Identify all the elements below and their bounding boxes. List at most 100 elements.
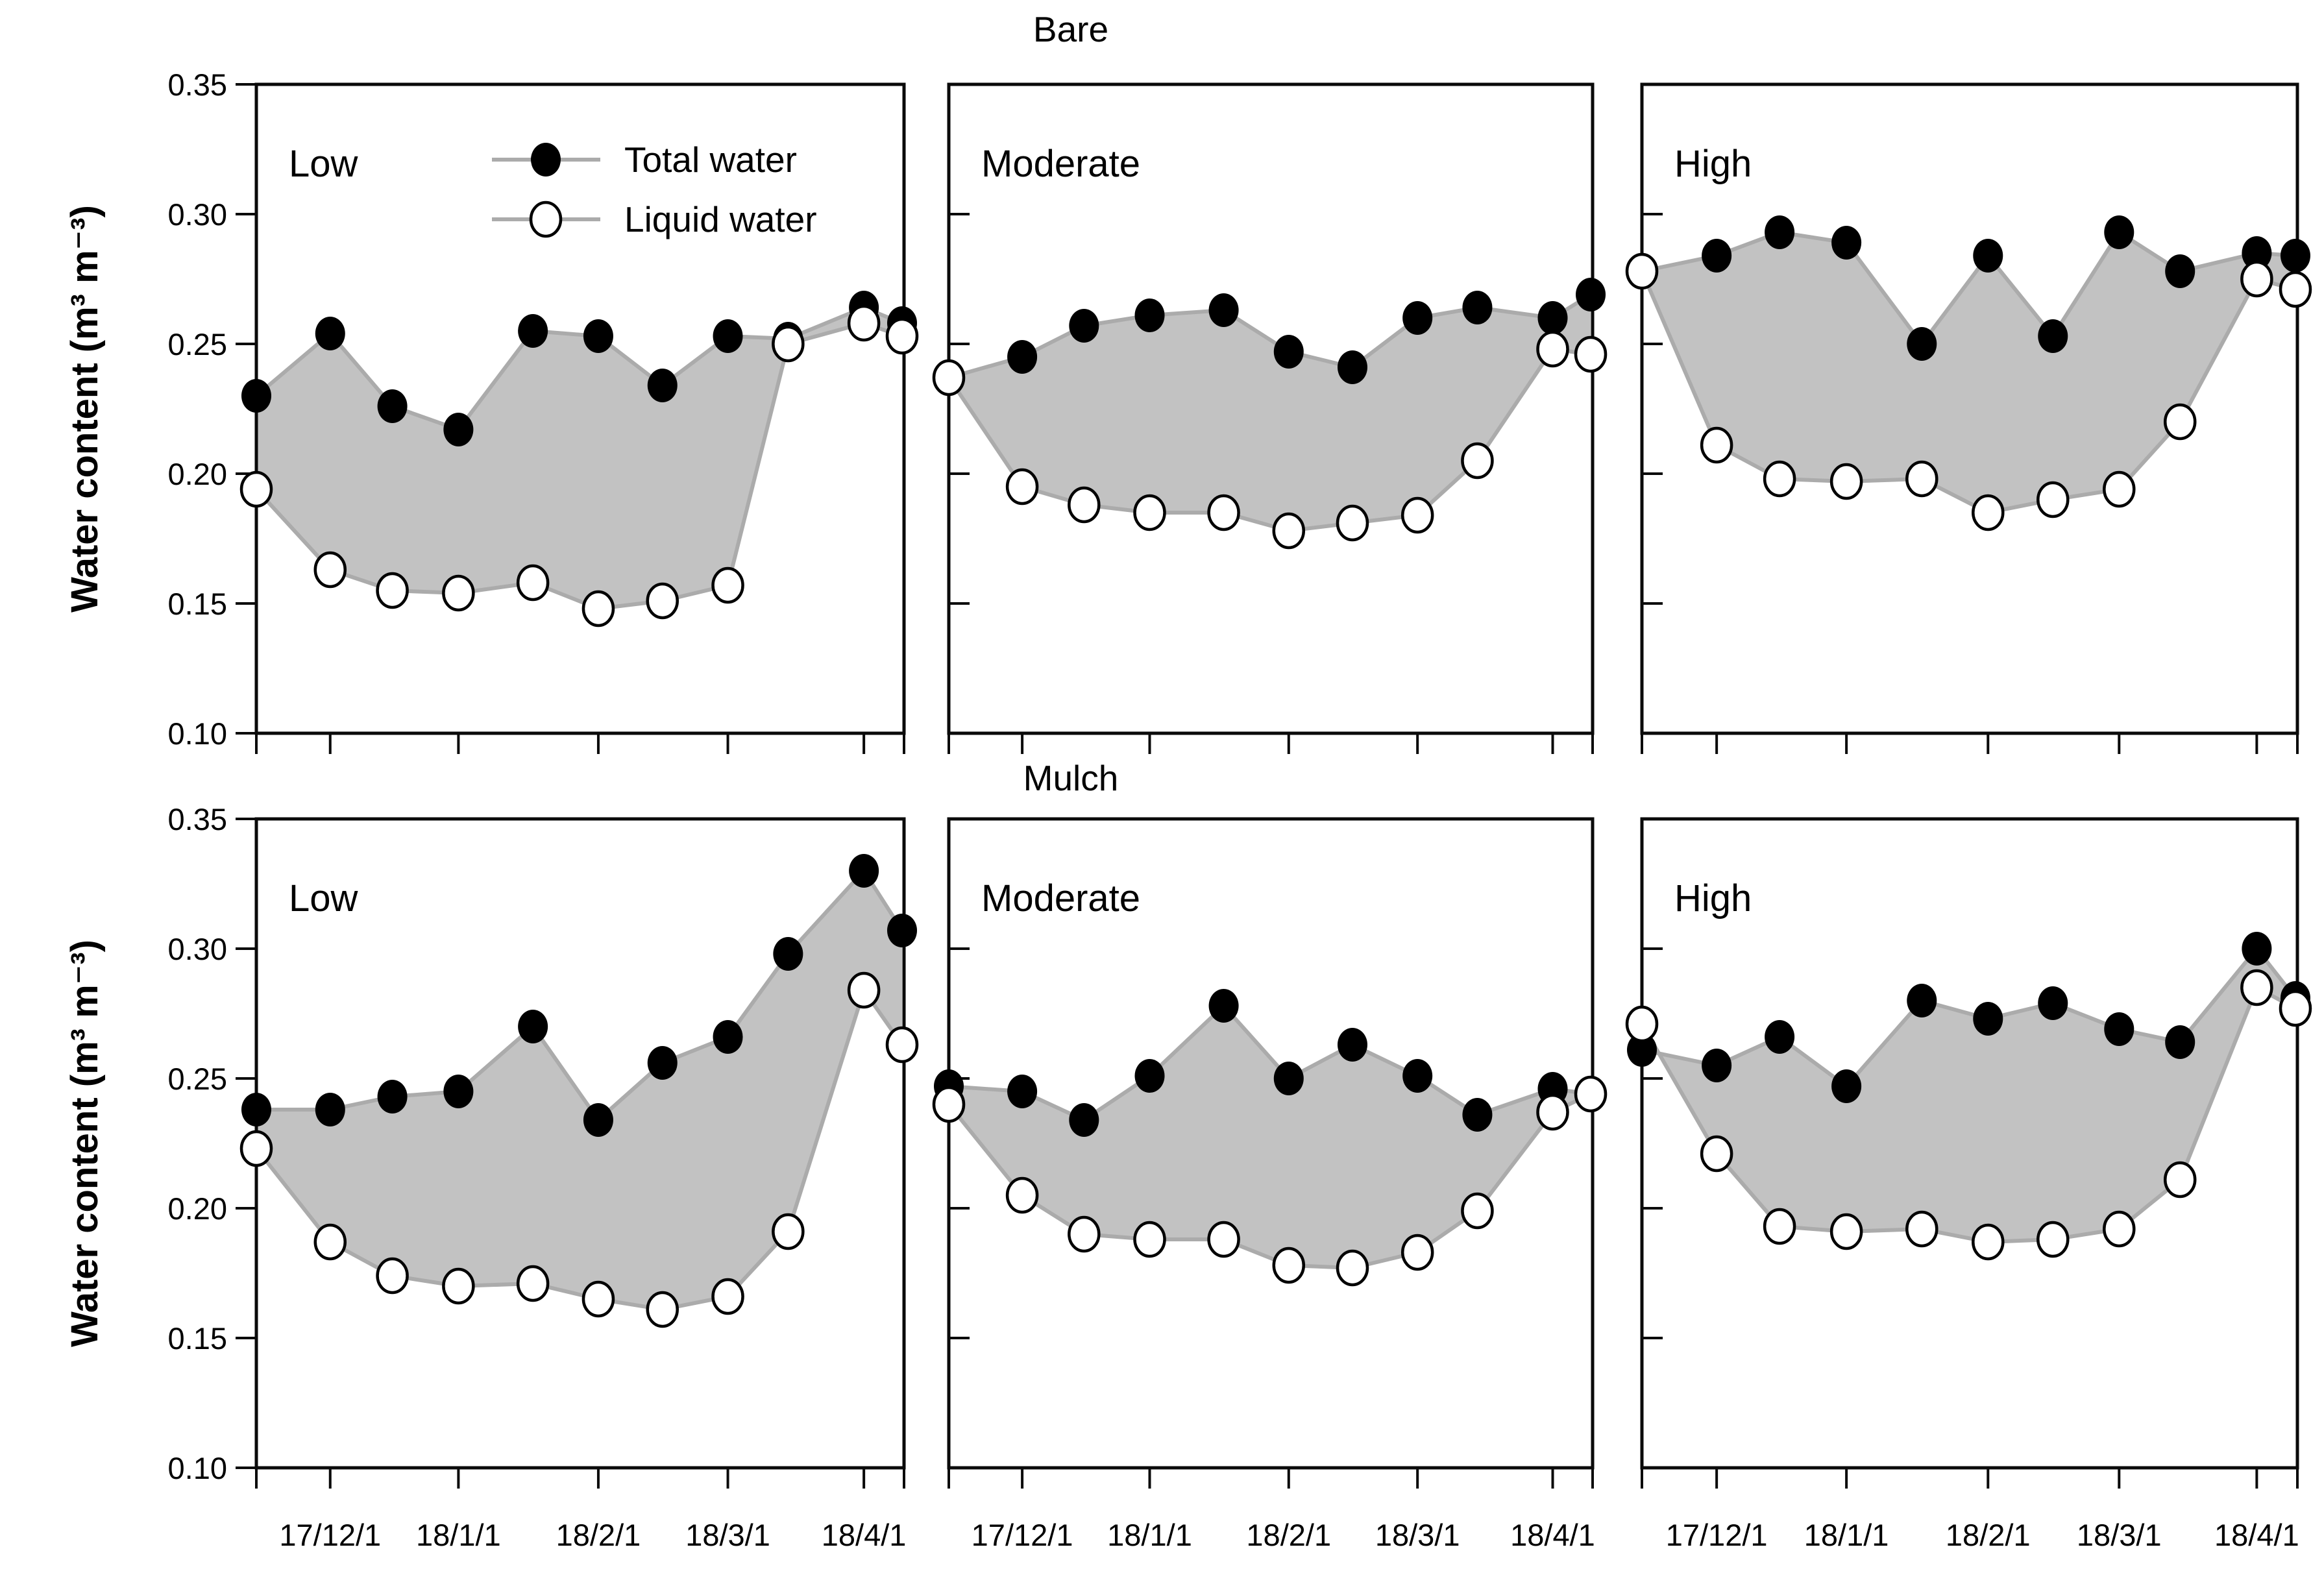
legend-label: Total water: [624, 140, 797, 180]
liquid-water-marker: [1207, 1221, 1240, 1258]
liquid-water-marker: [2103, 470, 2136, 508]
x-tick-label: 18/2/1: [1946, 1518, 2031, 1552]
liquid-water-marker: [516, 564, 550, 602]
liquid-water-marker: [442, 1267, 475, 1305]
total-water-marker: [1007, 1075, 1038, 1108]
total-water-marker: [1765, 1020, 1795, 1054]
liquid-water-marker: [313, 1223, 347, 1261]
y-tick-label: 0.25: [168, 1062, 227, 1096]
liquid-water-marker: [932, 1086, 966, 1123]
liquid-water-marker: [772, 325, 805, 363]
total-water-marker: [2242, 932, 2272, 966]
total-water-marker: [1337, 1028, 1367, 1062]
total-water-marker: [315, 317, 345, 350]
panel-label-low: Low: [289, 143, 359, 185]
liquid-water-marker: [2037, 1221, 2070, 1258]
total-water-marker: [1973, 239, 2003, 273]
liquid-water-marker: [442, 574, 475, 612]
panel-label-moderate: Moderate: [981, 877, 1140, 919]
total-water-marker: [713, 319, 743, 353]
panel-label-high: High: [1674, 143, 1752, 185]
total-water-marker: [1702, 239, 1732, 273]
panel-bare-low: 0.35 0.30 0.25 0.20 0.15 0.10 Low: [168, 67, 919, 754]
liquid-water-marker: [1536, 330, 1569, 368]
total-water-marker: [2280, 239, 2310, 273]
total-water-marker: [518, 314, 548, 348]
shaded-band: [1642, 949, 2295, 1242]
liquid-water-marker: [646, 1291, 679, 1328]
liquid-water-marker: [1068, 486, 1101, 524]
liquid-water-marker: [1272, 1247, 1306, 1284]
liquid-water-marker: [1905, 460, 1939, 498]
liquid-water-marker: [516, 1265, 550, 1302]
total-water-marker: [1273, 1062, 1304, 1095]
total-water-marker: [1973, 1002, 2003, 1036]
total-water-marker: [1462, 1098, 1493, 1132]
x-tick-label: 17/12/1: [279, 1518, 381, 1552]
total-water-marker: [583, 319, 613, 353]
total-water-marker: [1462, 291, 1493, 324]
liquid-water-marker: [376, 1257, 409, 1295]
y-tick-label: 0.20: [168, 1191, 227, 1226]
total-water-marker: [2104, 1012, 2134, 1046]
panel-label-low: Low: [289, 877, 359, 919]
total-water-marker: [647, 369, 678, 402]
total-water-marker: [849, 854, 879, 888]
panel-frame: [1640, 82, 2299, 735]
liquid-water-marker: [847, 971, 881, 1009]
liquid-water-marker: [313, 551, 347, 589]
liquid-water-marker: [1207, 494, 1240, 531]
panel-bare-moderate: Moderate: [932, 82, 1608, 754]
liquid-water-marker: [1905, 1210, 1939, 1248]
y-tick-label: 0.15: [168, 587, 227, 621]
x-tick-label: 18/1/1: [1804, 1518, 1889, 1552]
total-water-marker: [2165, 254, 2196, 288]
x-tick-label: 18/3/1: [2077, 1518, 2162, 1552]
liquid-water-marker: [885, 1026, 919, 1064]
panel-frame: [947, 82, 1595, 735]
liquid-water-marker: [1401, 1234, 1434, 1271]
liquid-water-marker: [1461, 442, 1494, 480]
y-tick-label: 0.10: [168, 716, 227, 751]
y-tick-label: 0.25: [168, 327, 227, 361]
liquid-water-marker: [772, 1213, 805, 1250]
total-water-marker: [241, 1093, 271, 1126]
liquid-water-marker: [376, 572, 409, 609]
liquid-water-marker: [1574, 1075, 1608, 1113]
total-water-marker: [1831, 226, 1862, 260]
liquid-water-marker: [2240, 969, 2273, 1006]
liquid-water-marker: [1536, 1093, 1569, 1131]
x-tick-label: 17/12/1: [972, 1518, 1073, 1552]
y-axis-title: Water content (m³ m⁻³): [64, 205, 106, 613]
row-title-mulch: Mulch: [1023, 758, 1119, 798]
panel-bare-high: High: [1625, 82, 2312, 754]
total-water-marker: [443, 413, 474, 446]
liquid-water-marker: [1763, 1208, 1796, 1245]
x-tick-label: 18/1/1: [1107, 1518, 1192, 1552]
total-water-marker: [315, 1093, 345, 1126]
x-tick-label: 18/1/1: [416, 1518, 501, 1552]
liquid-water-marker: [1133, 1221, 1166, 1258]
total-water-marker: [1907, 327, 1937, 361]
total-water-marker: [887, 914, 918, 947]
legend-item-liquid-water: Liquid water: [492, 199, 817, 239]
total-water-marker: [377, 1080, 408, 1113]
total-water-marker: [1627, 1033, 1657, 1067]
x-tick-label: 18/4/1: [1510, 1518, 1595, 1552]
liquid-water-marker: [2163, 403, 2197, 441]
liquid-water-marker: [1700, 1135, 1733, 1173]
legend-item-total-water: Total water: [492, 140, 797, 180]
x-tick-label: 18/2/1: [1246, 1518, 1331, 1552]
liquid-water-marker: [1829, 1213, 1863, 1250]
liquid-water-marker: [239, 470, 273, 508]
panel-label-high: High: [1674, 877, 1752, 919]
shaded-band: [256, 871, 903, 1309]
y-tick-label: 0.35: [168, 67, 227, 102]
liquid-water-marker: [581, 1280, 615, 1318]
total-water-marker: [377, 389, 408, 423]
total-water-marker: [1134, 1059, 1165, 1093]
x-tick-label: 18/2/1: [556, 1518, 641, 1552]
total-water-marker: [1337, 350, 1367, 384]
